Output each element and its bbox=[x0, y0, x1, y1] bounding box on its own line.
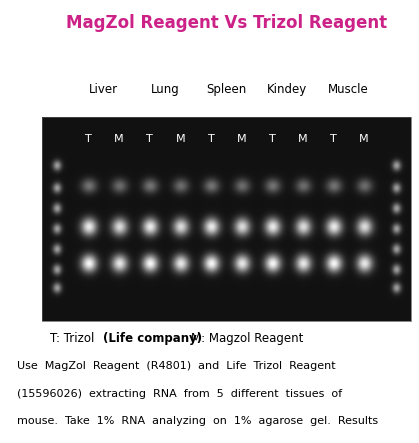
Text: Lung: Lung bbox=[151, 83, 179, 96]
Text: T: T bbox=[207, 134, 215, 144]
Text: mouse.  Take  1%  RNA  analyzing  on  1%  agarose  gel.  Results: mouse. Take 1% RNA analyzing on 1% agaro… bbox=[17, 416, 378, 426]
Text: Liver: Liver bbox=[89, 83, 119, 96]
Text: T: Trizol: T: Trizol bbox=[50, 332, 98, 346]
Text: T: T bbox=[146, 134, 153, 144]
Text: Muscle: Muscle bbox=[328, 83, 369, 96]
Text: (15596026)  extracting  RNA  from  5  different  tissues  of: (15596026) extracting RNA from 5 differe… bbox=[17, 389, 342, 399]
Bar bbox=[42, 117, 411, 321]
Text: M: M bbox=[298, 134, 308, 144]
Text: MagZol Reagent Vs Trizol Reagent: MagZol Reagent Vs Trizol Reagent bbox=[66, 14, 387, 32]
Text: M: Magzol Reagent: M: Magzol Reagent bbox=[176, 332, 303, 346]
Text: M: M bbox=[176, 134, 185, 144]
Text: Use  MagZol  Reagent  (R4801)  and  Life  Trizol  Reagent: Use MagZol Reagent (R4801) and Life Triz… bbox=[17, 361, 335, 371]
Text: T: T bbox=[269, 134, 276, 144]
Text: T: T bbox=[85, 134, 92, 144]
Text: Kindey: Kindey bbox=[267, 83, 308, 96]
Text: T: T bbox=[330, 134, 337, 144]
Text: M: M bbox=[237, 134, 246, 144]
Text: (Life company): (Life company) bbox=[103, 332, 202, 346]
Text: Spleen: Spleen bbox=[206, 83, 246, 96]
Text: M: M bbox=[114, 134, 124, 144]
Text: M: M bbox=[359, 134, 369, 144]
